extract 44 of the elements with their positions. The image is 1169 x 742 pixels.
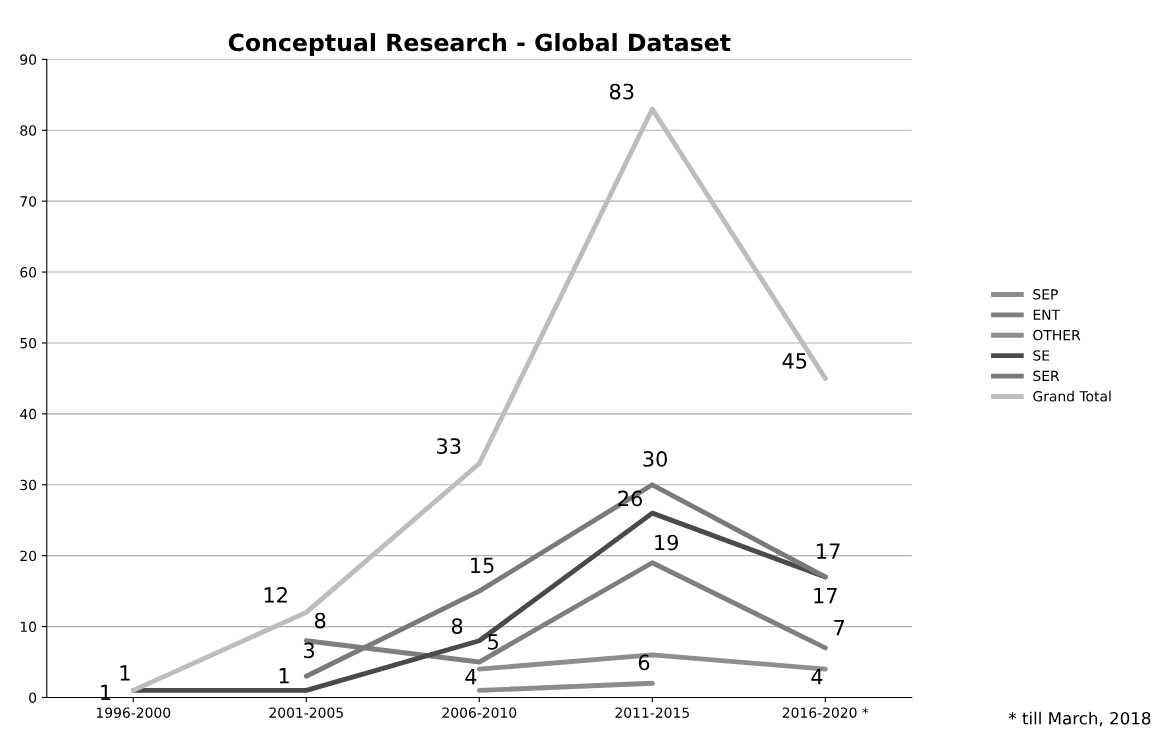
data-label: 3 [304,642,315,659]
data-label: 7 [834,619,845,636]
legend-label: SER [1033,370,1060,382]
x-tick-label: 2016-2020 * [782,707,869,718]
data-label: 6 [638,654,650,671]
data-label: 5 [488,634,498,650]
y-tick-label: 50 [20,337,37,349]
y-tick-label: 60 [20,267,37,278]
data-label: 4 [811,669,823,685]
y-tick-label: 20 [20,550,37,562]
y-tick-label: 30 [20,479,37,491]
data-label: 17 [817,543,840,559]
data-label: 30 [643,451,667,467]
x-tick-label: 2011-2015 [615,707,689,718]
chart-title: Conceptual Research - Global Dataset [228,33,731,56]
data-label: 1 [120,665,130,681]
y-tick-label: 0 [29,692,37,703]
data-label: 26 [618,490,643,507]
data-label: 12 [264,587,287,603]
data-label: 83 [609,83,634,100]
legend-label: SEP [1033,289,1058,300]
y-tick-label: 70 [20,196,37,207]
data-label: 1 [101,684,111,700]
y-tick-label: 10 [20,621,37,633]
data-label: 15 [471,557,494,574]
data-label: 8 [451,618,463,634]
data-label: 45 [782,353,807,369]
y-tick-label: 40 [20,408,37,420]
x-tick-label: 1996-2000 [96,707,171,718]
legend-label: ENT [1033,309,1061,320]
y-tick-label: 80 [20,125,37,136]
data-label: 8 [314,612,326,629]
data-label: 33 [437,438,461,454]
data-label: 4 [465,669,477,685]
legend-label: SE [1033,350,1050,361]
legend-label: Grand Total [1033,390,1111,402]
data-label: 1 [279,668,289,684]
y-tick-label: 90 [20,54,37,65]
data-label: 19 [655,534,678,551]
legend-label: OTHER [1033,329,1081,341]
x-tick-label: 2001-2005 [269,707,343,718]
text: * till March, 2018 [1008,711,1151,727]
x-tick-label: 2006-2010 [442,707,517,718]
data-label: 17 [814,587,837,604]
